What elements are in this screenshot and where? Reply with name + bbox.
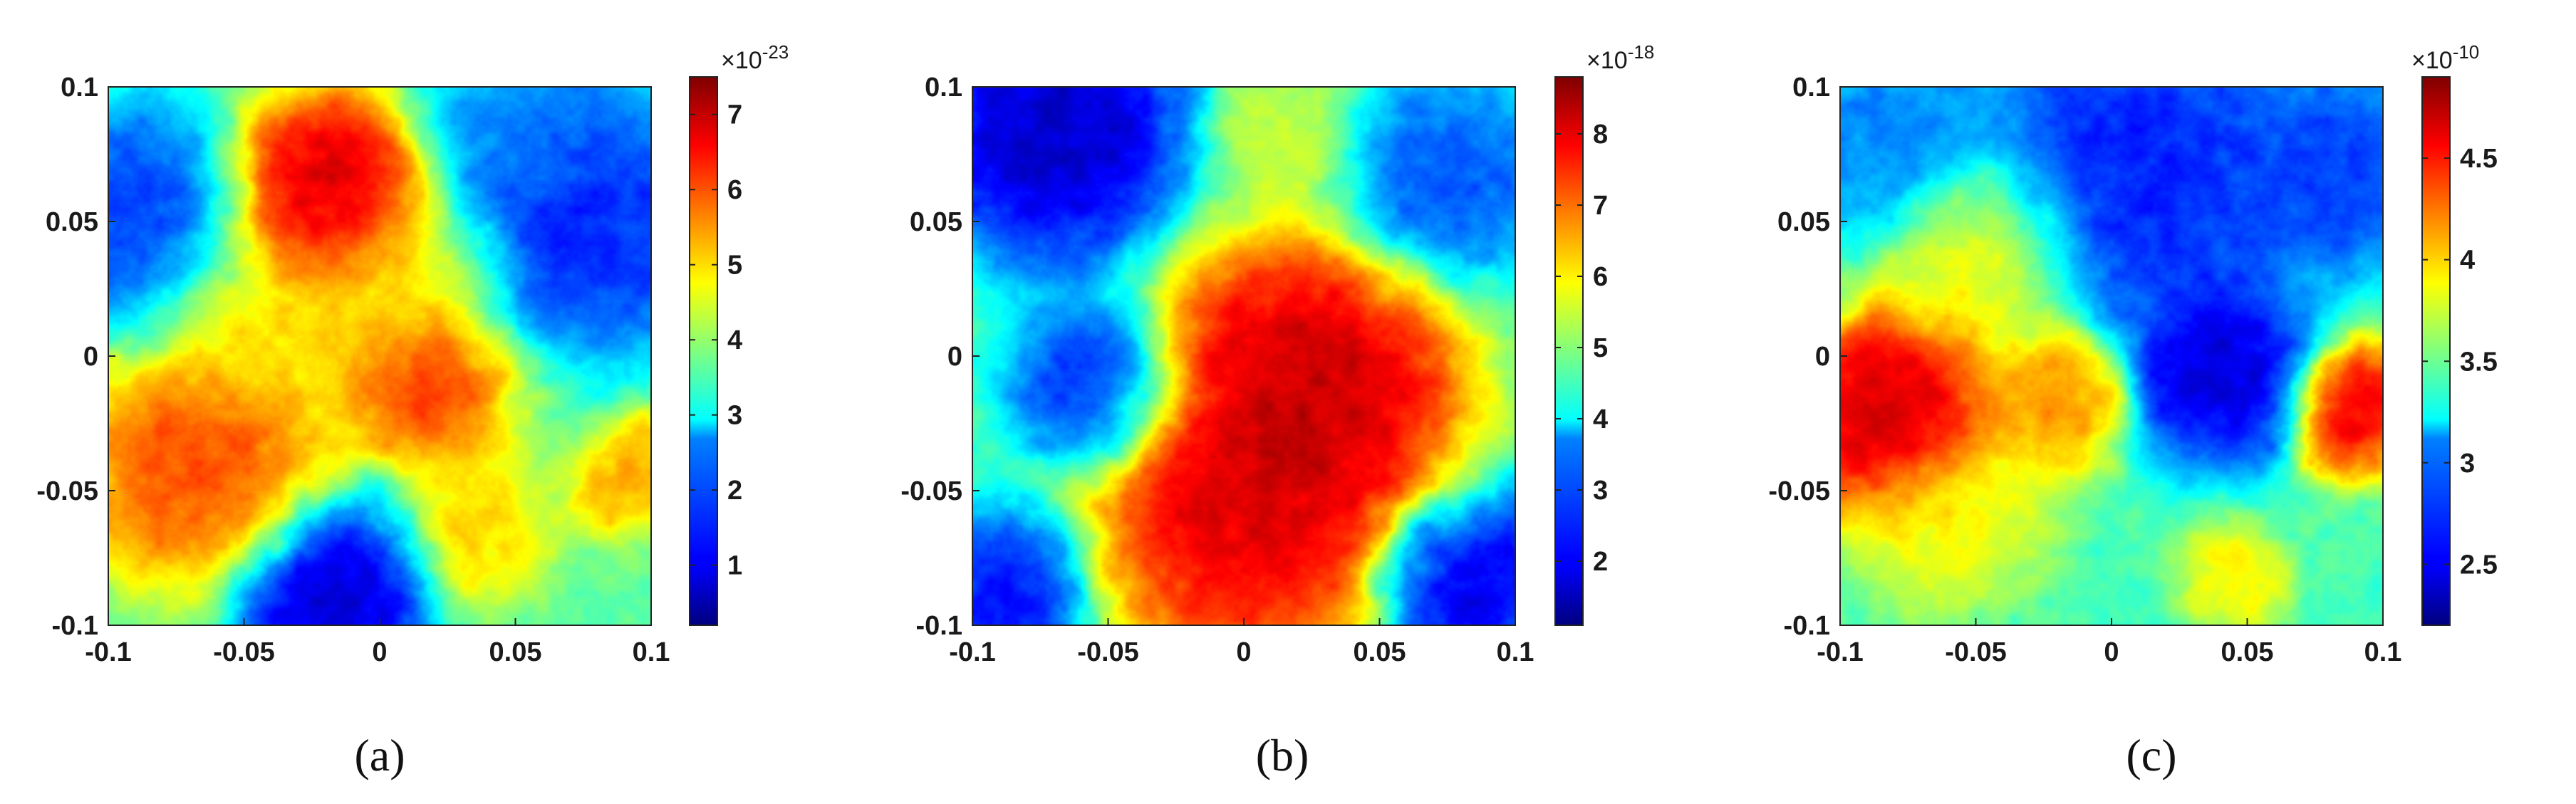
x-tick-label: -0.05 (213, 637, 275, 667)
heatmap-panel-b: -0.1 -0.05 0 0.05 0.1 0.1 0.05 0 -0.05 -0.1 8 7 6 5… (900, 41, 1654, 780)
y-tick-label: 0.1 (61, 73, 98, 103)
colorbar-tick-label: 8 (1593, 120, 1608, 150)
colorbar-tick-label: 2.5 (2460, 550, 2498, 580)
y-axis-a: 0.1 0.05 0 -0.05 -0.1 (36, 73, 115, 641)
y-tick-label: -0.05 (1768, 476, 1830, 506)
colorbar-multiplier-c: ×10-10 (2411, 41, 2479, 74)
heatmap-image-a (108, 87, 651, 625)
colorbar-c (2421, 76, 2451, 626)
y-tick-label: 0.05 (46, 207, 98, 237)
colorbar-tick-label: 4 (1593, 404, 1608, 434)
x-tick-label: 0 (372, 637, 387, 667)
colorbar-tick-label: 7 (1593, 191, 1608, 221)
y-tick-label: 0 (1815, 342, 1830, 372)
colorbar-tick-label: 6 (1593, 262, 1608, 292)
x-axis-a: -0.1 -0.05 0 0.05 0.1 (85, 618, 670, 667)
x-tick-label: -0.1 (949, 637, 995, 667)
panel-label-c: (c) (2126, 730, 2176, 780)
y-tick-label: 0.1 (1792, 73, 1830, 103)
x-tick-label: -0.05 (1077, 637, 1139, 667)
colorbar-tick-label: 4.5 (2460, 144, 2498, 174)
colorbar-tick-label: 2 (727, 476, 742, 506)
colorbar-tick-label: 3 (727, 401, 742, 431)
colorbar-multiplier-b: ×10-18 (1586, 41, 1654, 74)
colorbar-ticks-b: 8 7 6 5 4 3 2 (1555, 120, 1608, 577)
y-tick-label: -0.05 (900, 476, 962, 506)
colorbar-tick-label: 5 (727, 251, 742, 281)
colorbar-tick-label: 3.5 (2460, 347, 2498, 377)
y-tick-label: 0 (83, 342, 98, 372)
x-tick-label: 0.1 (2364, 637, 2402, 667)
colorbar-tick-label: 2 (1593, 547, 1608, 577)
y-tick-label: 0.05 (910, 207, 962, 237)
heatmap-panel-c: -0.1 -0.05 0 0.05 0.1 0.10.050-0.05-0.1 4.54… (1768, 41, 2497, 780)
colorbar-a (689, 76, 718, 626)
colorbar-tick-label: 3 (2460, 449, 2475, 479)
colorbar-tick-label: 3 (1593, 476, 1608, 506)
y-axis-c: 0.1 0.05 0 -0.05 -0.1 (1768, 73, 1847, 641)
x-tick-label: 0.05 (1354, 637, 1406, 667)
colorbar-tick-label: 5 (1593, 333, 1608, 363)
heatmap-image-b (972, 87, 1515, 625)
x-tick-label: 0.1 (633, 637, 670, 667)
x-tick-label: 0.05 (2221, 637, 2274, 667)
colorbar-ticks-c: 4.5 4 3.5 3 2.5 (2422, 144, 2498, 580)
y-tick-label: 0.05 (1777, 207, 1830, 237)
x-tick-label: -0.05 (1945, 637, 2007, 667)
colorbar-tick-label: 6 (727, 175, 742, 205)
y-tick-label: 0.1 (925, 73, 962, 103)
x-tick-label: 0.1 (1497, 637, 1534, 667)
colorbar-tick-label: 1 (727, 551, 742, 581)
panel-label-a: (a) (354, 730, 405, 780)
y-tick-label: -0.05 (36, 476, 98, 506)
x-axis-b: -0.1 -0.05 0 0.05 0.1 (949, 618, 1534, 667)
x-tick-label: -0.1 (1817, 637, 1863, 667)
y-tick-label: -0.1 (52, 611, 98, 641)
y-tick-label: 0 (947, 342, 962, 372)
y-axis-b: 0.1 0.05 0 -0.05 -0.1 (900, 73, 980, 641)
x-tick-label: 0 (1236, 637, 1251, 667)
heatmap-image-c (1840, 87, 2383, 625)
colorbar-multiplier-a: ×10-23 (721, 41, 789, 74)
panel-label-b: (b) (1256, 730, 1309, 780)
x-tick-label: 0 (2104, 637, 2119, 667)
x-axis-c: -0.1 -0.05 0 0.05 0.1 (1817, 618, 2401, 667)
colorbar-b (1554, 76, 1584, 626)
heatmap-panel-a: -0.1 -0.05 0 0.05 0.1 0.1 0.05 0 -0.05 -0.1 7 6 5 4… (36, 41, 789, 780)
colorbar-tick-label: 4 (2460, 246, 2475, 276)
y-tick-label: -0.1 (1784, 611, 1830, 641)
colorbar-tick-label: 4 (727, 325, 742, 355)
y-tick-label: -0.1 (916, 611, 962, 641)
colorbar-ticks-a: 7 6 5 4 3 2 1 (690, 100, 742, 581)
colorbar-tick-label: 7 (727, 100, 742, 130)
x-tick-label: -0.1 (85, 637, 131, 667)
x-tick-label: 0.05 (489, 637, 542, 667)
